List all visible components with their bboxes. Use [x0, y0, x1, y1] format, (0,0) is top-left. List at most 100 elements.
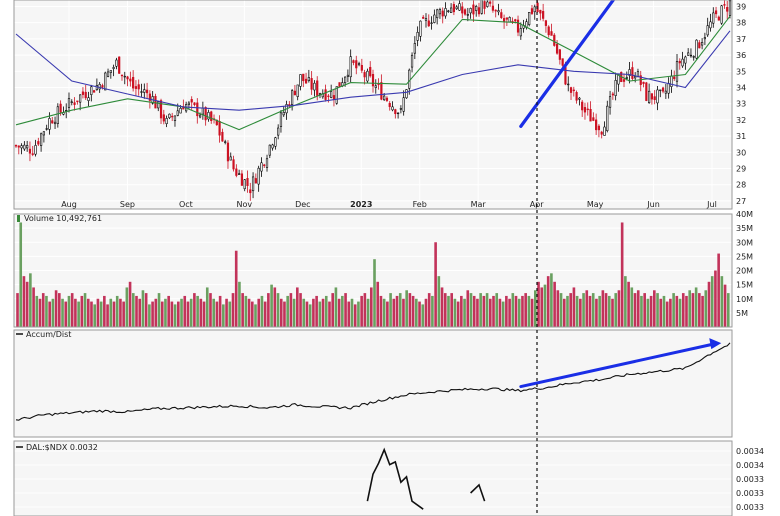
volume-bar — [58, 293, 61, 327]
volume-bar — [392, 298, 396, 327]
volume-bar — [402, 298, 405, 327]
candle-body — [145, 89, 149, 94]
accum-dist-title-text: Accum/Dist — [26, 330, 71, 339]
candle-body — [380, 82, 383, 100]
volume-bar — [665, 301, 669, 327]
candle-body — [28, 148, 32, 154]
candle-body — [51, 120, 54, 124]
volume-bar — [505, 295, 508, 327]
candle-body — [472, 4, 475, 15]
candle-body — [547, 26, 550, 36]
candle-body — [698, 42, 701, 49]
volume-bar — [48, 301, 51, 327]
candle-body — [550, 31, 553, 36]
candle-body — [388, 102, 391, 107]
candle-body — [622, 79, 626, 82]
candle-body — [394, 109, 397, 115]
candle-body — [137, 84, 140, 90]
candle-body — [723, 4, 726, 6]
volume-bar — [67, 295, 71, 327]
candle-body — [497, 10, 500, 13]
volume-bar — [550, 273, 553, 327]
volume-panel-border — [13, 213, 733, 328]
candle-body — [159, 100, 163, 119]
volume-bar — [177, 301, 180, 327]
volume-bar — [148, 304, 151, 327]
candle-body — [539, 9, 542, 14]
volume-bar — [537, 281, 540, 327]
candle-body — [240, 173, 244, 186]
volume-bar — [472, 295, 476, 327]
volume-bar — [324, 295, 328, 327]
volume-bar — [205, 287, 209, 327]
candle-body — [235, 168, 238, 176]
candle-body — [653, 96, 656, 101]
volume-bar — [479, 293, 482, 327]
candle-body — [684, 56, 687, 64]
volume-bar — [691, 293, 695, 327]
volume-bar — [627, 281, 630, 327]
candle-body — [645, 82, 648, 101]
volume-bar — [662, 295, 666, 327]
volume-bar — [41, 293, 45, 327]
long-ma-line — [15, 30, 731, 111]
candle-body — [232, 159, 235, 170]
candle-body — [360, 65, 363, 71]
candle-body — [79, 94, 82, 103]
month-tick-label: Jul — [706, 200, 717, 209]
volume-bar — [144, 293, 148, 327]
candle-body — [561, 58, 564, 66]
volume-bar — [186, 301, 190, 327]
volume-bar — [694, 287, 698, 327]
candle-body — [176, 110, 179, 116]
volume-bar — [508, 298, 511, 327]
candle-body — [279, 112, 283, 127]
candle-body — [675, 61, 679, 82]
volume-bar — [421, 304, 425, 327]
month-tick-label: Mar — [471, 200, 487, 209]
candle-body — [567, 83, 570, 86]
volume-bar — [607, 295, 611, 327]
candle-body — [491, 5, 495, 11]
candle-body — [257, 167, 260, 185]
volume-bar — [257, 298, 261, 327]
candle-body — [129, 78, 132, 82]
volume-y-tick-label: 30M — [736, 238, 753, 247]
candle-body — [109, 70, 112, 73]
candle-body — [307, 77, 310, 82]
candle-body — [383, 95, 386, 101]
volume-bar — [74, 298, 77, 327]
volume-bar — [270, 284, 273, 327]
candle-body — [126, 76, 129, 80]
candle-body — [678, 60, 681, 64]
volume-bar — [308, 304, 312, 327]
volume-bar — [579, 298, 582, 327]
candle-body — [391, 106, 394, 111]
candle-body — [416, 31, 419, 41]
volume-bar — [347, 301, 351, 327]
volume-bar — [360, 295, 363, 327]
price-y-tick-label: 35 — [736, 67, 746, 76]
candle-body — [695, 39, 698, 59]
candle-body — [419, 20, 422, 37]
price-y-tick-label: 28 — [736, 181, 746, 190]
candle-body — [436, 9, 439, 19]
volume-bar — [585, 290, 589, 327]
candle-body — [291, 90, 294, 105]
volume-bar — [344, 293, 347, 327]
candle-body — [115, 59, 118, 67]
volume-bar — [334, 287, 338, 327]
candle-body — [187, 102, 191, 105]
price-panel-border — [13, 0, 733, 210]
candle-body — [648, 90, 651, 103]
volume-legend-swatch — [17, 215, 20, 222]
candle-body — [162, 114, 165, 122]
volume-bar — [453, 298, 457, 327]
candle-body — [251, 176, 255, 192]
candle-body — [597, 125, 601, 131]
candle-body — [56, 106, 59, 124]
candle-body — [528, 11, 531, 25]
volume-bar — [292, 298, 296, 327]
volume-bar — [83, 293, 87, 327]
candle-body — [408, 69, 411, 89]
